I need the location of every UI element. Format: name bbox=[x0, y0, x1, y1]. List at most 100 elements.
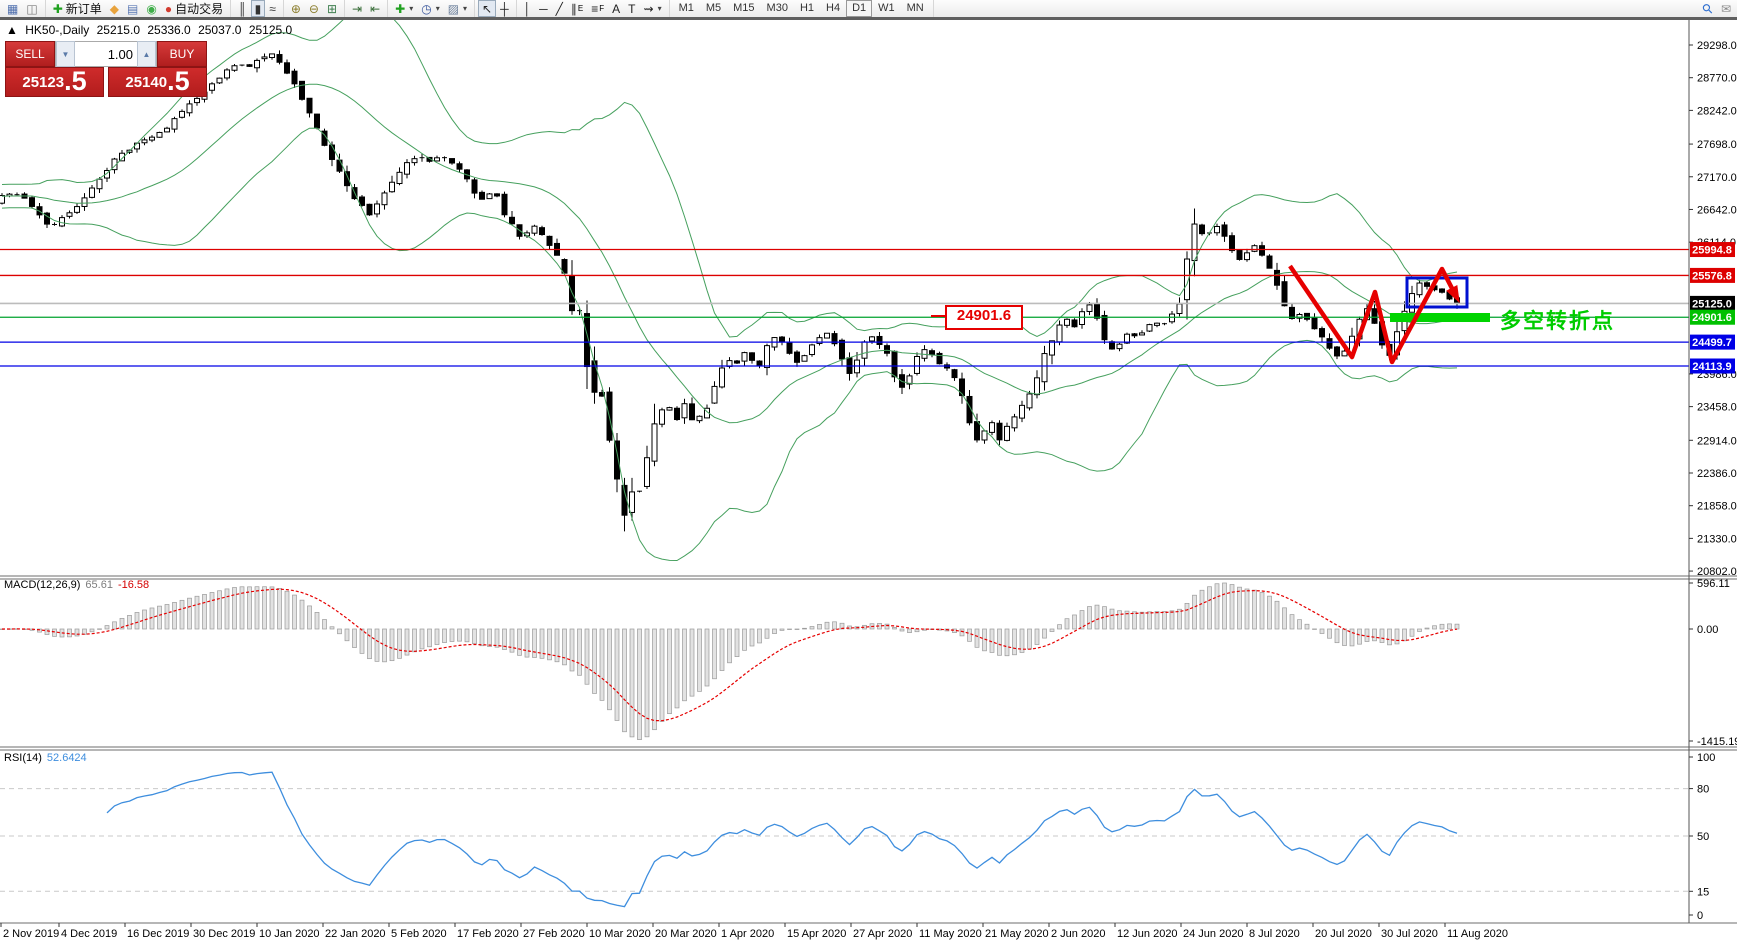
toolbar-group: ✚ 新订单 ◆ ▤ ◉ ● 自动交易 bbox=[46, 0, 232, 17]
price-level-badge-label: 24499.7 bbox=[1692, 337, 1732, 349]
pivot-note-text[interactable]: 多空转折点 bbox=[1500, 309, 1615, 333]
autotrading-button-label: 自动交易 bbox=[175, 2, 224, 16]
support-price-callout[interactable]: 24901.6 bbox=[945, 305, 1023, 330]
price-tick-label: 27170.0 bbox=[1697, 172, 1737, 184]
date-tick-label: 22 Jan 2020 bbox=[325, 928, 386, 940]
channel-button[interactable]: ∥ E bbox=[567, 0, 587, 17]
crosshair-button[interactable]: ┼ bbox=[496, 0, 513, 17]
indicators-icon: ✚ bbox=[395, 1, 406, 16]
trendline-icon: ╱ bbox=[555, 1, 563, 16]
new-order-button[interactable]: ✚ 新订单 bbox=[49, 0, 106, 17]
sell-price-button[interactable]: 25123.5 bbox=[5, 67, 104, 97]
tile-windows-icon[interactable]: ⊞ bbox=[323, 0, 341, 17]
timeframe-m15[interactable]: M15 bbox=[733, 2, 755, 14]
timeframe-group: M1 M5 M15 M30 H1 H4 D1 W1 MN bbox=[670, 0, 934, 17]
chat-icon[interactable]: ✉ bbox=[1720, 1, 1731, 16]
price-tick-label: 27698.0 bbox=[1697, 139, 1737, 151]
text-label-button[interactable]: T bbox=[624, 0, 639, 17]
icon-subscript: F bbox=[599, 4, 605, 13]
date-tick-label: 15 Apr 2020 bbox=[787, 928, 846, 940]
date-tick-label: 10 Mar 2020 bbox=[589, 928, 651, 940]
price-tick-label: 26642.0 bbox=[1697, 204, 1737, 216]
time-axis[interactable]: 2 Nov 2019 4 Dec 2019 16 Dec 2019 30 Dec 20… bbox=[0, 923, 1508, 940]
price-tick-label: 22914.0 bbox=[1697, 435, 1737, 447]
timeframe-m5[interactable]: M5 bbox=[705, 2, 722, 14]
timeframe-h4[interactable]: H4 bbox=[826, 2, 841, 14]
text-button[interactable]: A bbox=[608, 0, 624, 17]
candlestick-chart-icon: ▮ bbox=[254, 1, 262, 16]
horizontal-line-button[interactable]: ─ bbox=[535, 0, 552, 17]
toolbar-group: ✚ ▾ ◷ ▾ ▨ ▾ bbox=[388, 0, 476, 17]
rsi-value: 52.6424 bbox=[46, 752, 87, 764]
timeframe-h1[interactable]: H1 bbox=[799, 2, 815, 14]
search-icon[interactable]: ⚲ bbox=[1699, 0, 1717, 17]
timeframe-m1[interactable]: M1 bbox=[678, 2, 694, 14]
macd-axis-label: 596.11 bbox=[1697, 578, 1730, 590]
support-zone-bar[interactable] bbox=[1390, 313, 1490, 322]
sell-button[interactable]: SELL bbox=[5, 41, 55, 67]
templates-dropdown[interactable]: ▨ ▾ bbox=[444, 0, 471, 17]
chart-shift-button[interactable]: ⇤ bbox=[366, 0, 384, 17]
auto-scroll-icon: ⇥ bbox=[352, 1, 363, 16]
signals-icon[interactable]: ◉ bbox=[142, 0, 160, 17]
auto-scroll-button[interactable]: ⇥ bbox=[348, 0, 366, 17]
arrows-icon: ⇝ bbox=[643, 1, 654, 16]
rsi-axis-label: 50 bbox=[1697, 831, 1709, 843]
volume-value[interactable]: 1.00 bbox=[107, 46, 133, 62]
candlestick-chart-button[interactable]: ▮ bbox=[250, 0, 266, 17]
zigzag-trend-arrow[interactable] bbox=[1288, 264, 1459, 365]
timeframe-m30[interactable]: M30 bbox=[766, 2, 788, 14]
macd-histogram bbox=[0, 582, 1460, 740]
ohlc-close: 25125.0 bbox=[248, 23, 293, 37]
rsi-axis-label: 80 bbox=[1697, 784, 1709, 796]
crosshair-icon: ┼ bbox=[500, 1, 509, 16]
bollinger-bands bbox=[1, 2, 1458, 562]
zoom-out-button[interactable]: ⊖ bbox=[305, 0, 323, 17]
macd-axis-label: -1415.19 bbox=[1697, 736, 1737, 748]
autotrading-icon: ● bbox=[164, 1, 173, 16]
text-icon: A bbox=[612, 1, 621, 16]
rsi-label-row: RSI(14) 52.6424 bbox=[4, 752, 87, 764]
line-chart-button[interactable]: ≈ bbox=[265, 0, 280, 17]
new-order-button-label: 新订单 bbox=[65, 2, 102, 16]
autotrading-button[interactable]: ● 自动交易 bbox=[161, 0, 227, 17]
rsi-indicator-name: RSI(14) bbox=[4, 752, 42, 764]
price-level-badge-label: 25994.8 bbox=[1692, 245, 1732, 257]
price-tick-label: 22386.0 bbox=[1697, 468, 1737, 480]
dropdown-caret-icon: ▾ bbox=[463, 4, 468, 13]
metaeditor-icon[interactable]: ◆ bbox=[106, 0, 123, 17]
volume-field[interactable]: ▼ 1.00 ▲ bbox=[55, 41, 157, 67]
volume-increase-button[interactable]: ▲ bbox=[137, 41, 156, 67]
periods-dropdown[interactable]: ◷ ▾ bbox=[417, 0, 444, 17]
volume-decrease-button[interactable]: ▼ bbox=[56, 41, 75, 67]
buy-button[interactable]: BUY bbox=[157, 41, 207, 67]
timeframe-mn[interactable]: MN bbox=[906, 2, 924, 14]
fibonacci-button[interactable]: ≡ F bbox=[587, 0, 608, 17]
buy-price-button[interactable]: 25140.5 bbox=[108, 67, 207, 97]
price-level-badge bbox=[1690, 295, 1735, 311]
zoom-in-button[interactable]: ⊕ bbox=[287, 0, 305, 17]
timeframe-w1[interactable]: W1 bbox=[878, 2, 895, 14]
date-tick-label: 12 Jun 2020 bbox=[1117, 928, 1178, 940]
line-chart-icon: ≈ bbox=[269, 1, 276, 16]
oneclick-collapse-icon[interactable]: ▲ bbox=[6, 23, 18, 37]
profiles-icon[interactable]: ◫ bbox=[22, 0, 41, 17]
vertical-line-icon: │ bbox=[523, 1, 532, 16]
metaeditor-icon-icon: ◆ bbox=[109, 1, 119, 16]
chart-window-icon[interactable]: ▦ bbox=[3, 0, 22, 17]
cursor-button[interactable]: ↖ bbox=[478, 0, 497, 17]
fibonacci-icon: ≡ bbox=[591, 1, 599, 16]
arrows-dropdown[interactable]: ⇝ ▾ bbox=[640, 0, 666, 17]
market-watch-icon[interactable]: ▤ bbox=[123, 0, 142, 17]
timeframe-d1[interactable]: D1 bbox=[846, 0, 873, 17]
date-tick-label: 20 Mar 2020 bbox=[655, 928, 717, 940]
vertical-line-button[interactable]: │ bbox=[520, 0, 536, 17]
macd-label-row: MACD(12,26,9) 65.61 -16.58 bbox=[4, 579, 149, 591]
date-tick-label: 1 Apr 2020 bbox=[721, 928, 774, 940]
bar-chart-button[interactable]: ║ bbox=[234, 0, 251, 17]
price-axis[interactable]: 29298.0 28770.0 28242.0 27698.0 27170.0 26642… bbox=[1689, 40, 1737, 578]
date-tick-label: 5 Feb 2020 bbox=[391, 928, 447, 940]
trendline-button[interactable]: ╱ bbox=[552, 0, 567, 17]
indicators-dropdown[interactable]: ✚ ▾ bbox=[391, 0, 417, 17]
